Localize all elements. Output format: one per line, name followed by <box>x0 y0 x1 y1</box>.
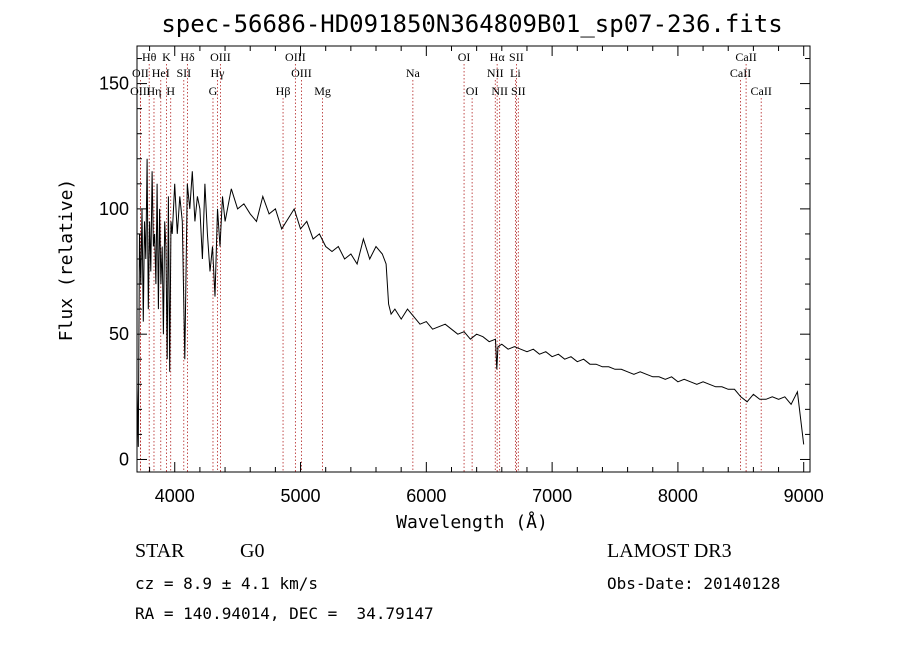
x-tick-label-2: 6000 <box>406 486 446 506</box>
x-tick-label-3: 7000 <box>532 486 572 506</box>
line-label-5: OI <box>458 50 471 64</box>
line-label-8: CaII <box>735 50 756 64</box>
line-label-2: Hδ <box>180 50 195 64</box>
spectrum-chart: spec-56686-HD091850N364809B01_sp07-236.f… <box>56 10 824 533</box>
y-axis: 0 50 100 150 <box>99 58 810 469</box>
line-label-7: SII <box>509 50 524 64</box>
survey-label: LAMOST DR3 <box>607 540 732 562</box>
line-label-3: OIII <box>210 50 231 64</box>
line-label-0: Hθ <box>142 50 157 64</box>
line-label-23: Mg <box>314 84 331 98</box>
line-label-20: H <box>166 84 175 98</box>
line-label-22: Hβ <box>276 84 291 98</box>
obs-date: Obs-Date: 20140128 <box>607 574 781 593</box>
line-label-18: OIII <box>130 84 151 98</box>
x-axis-label: Wavelength (Å) <box>396 511 548 533</box>
line-markers <box>139 64 762 472</box>
x-tick-label-4: 8000 <box>658 486 698 506</box>
y-tick-label-2: 100 <box>99 199 129 219</box>
class-label: STAR <box>135 540 185 562</box>
line-label-4: OIII <box>285 50 306 64</box>
line-label-26: SII <box>511 84 526 98</box>
line-label-25: NII <box>491 84 508 98</box>
line-label-9: OII <box>132 66 149 80</box>
y-tick-label-3: 150 <box>99 74 129 94</box>
spectrum-line <box>136 158 805 447</box>
subclass-label: G0 <box>240 540 265 562</box>
line-label-24: OI <box>466 84 479 98</box>
plot-frame <box>136 45 811 473</box>
y-tick-label-0: 0 <box>119 449 129 469</box>
line-label-19: Hη <box>147 84 162 98</box>
line-label-12: Hγ <box>211 66 226 80</box>
line-label-6: Hα <box>490 50 506 64</box>
x-axis: 4000 5000 6000 7000 8000 9000 <box>149 46 824 506</box>
line-label-10: HeI <box>152 66 170 80</box>
ra-dec: RA = 140.94014, DEC = 34.79147 <box>135 604 434 623</box>
chart-title: spec-56686-HD091850N364809B01_sp07-236.f… <box>161 10 782 38</box>
line-label-16: Li <box>510 66 521 80</box>
line-label-14: Na <box>406 66 421 80</box>
line-label-1: K <box>162 50 171 64</box>
line-label-13: OIII <box>291 66 312 80</box>
cz-value: cz = 8.9 ± 4.1 km/s <box>135 574 319 593</box>
x-tick-label-1: 5000 <box>281 486 321 506</box>
line-label-27: CaII <box>751 84 772 98</box>
x-tick-label-0: 4000 <box>155 486 195 506</box>
line-label-17: CaII <box>730 66 751 80</box>
line-label-11: SII <box>176 66 191 80</box>
y-axis-label: Flux (relative) <box>56 179 77 342</box>
x-tick-label-5: 9000 <box>784 486 824 506</box>
y-tick-label-1: 50 <box>109 324 129 344</box>
line-label-15: NII <box>487 66 504 80</box>
line-label-21: G <box>209 84 218 98</box>
